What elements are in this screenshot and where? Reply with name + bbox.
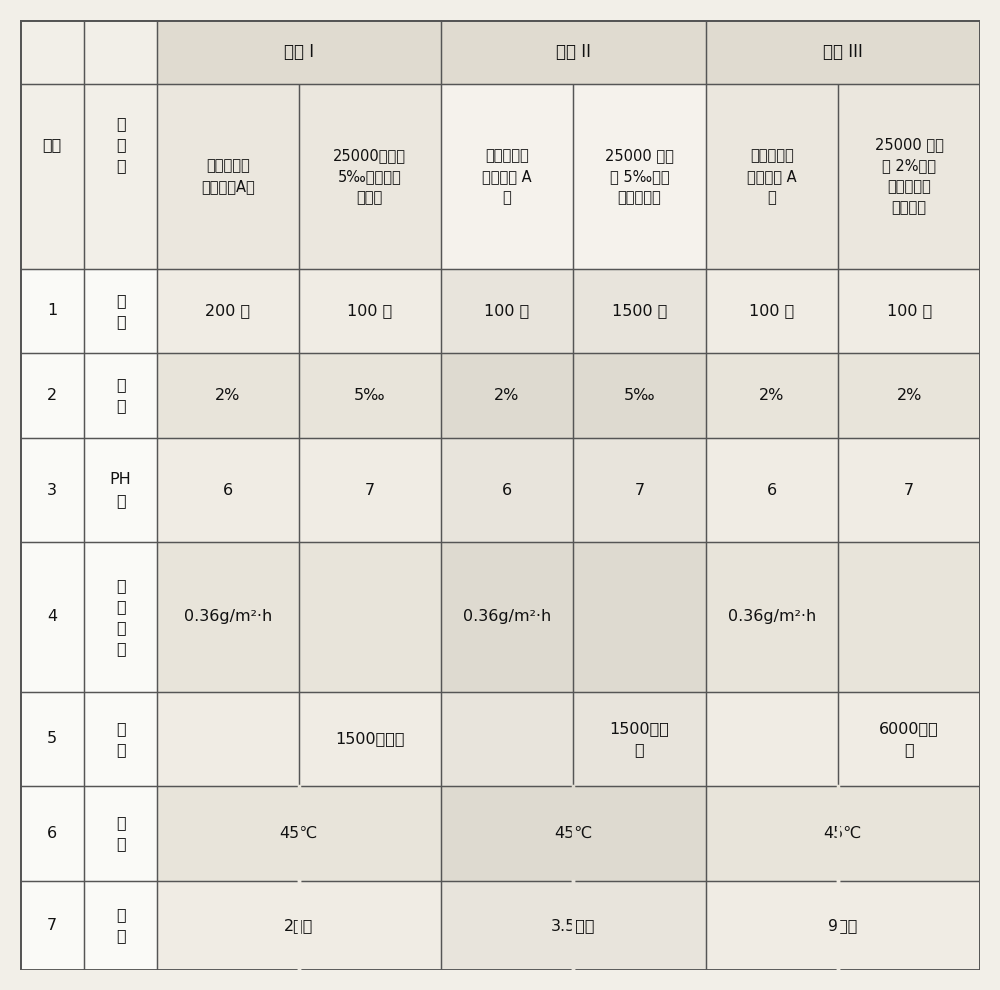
Bar — [441, 353, 706, 438]
Bar — [157, 84, 441, 268]
Bar — [84, 881, 157, 970]
Bar — [441, 268, 706, 353]
Bar — [706, 786, 980, 881]
Text: 5: 5 — [47, 732, 57, 746]
Text: 3.5小时: 3.5小时 — [551, 918, 595, 933]
Bar — [441, 438, 706, 543]
Text: 100 克: 100 克 — [347, 303, 392, 319]
Bar — [706, 268, 980, 353]
Bar — [20, 543, 84, 692]
Bar — [84, 543, 157, 692]
Text: 温
度: 温 度 — [116, 816, 125, 851]
Bar — [706, 692, 980, 786]
Bar — [441, 786, 706, 881]
Text: 重
量: 重 量 — [116, 293, 125, 329]
Text: PH
値: PH 値 — [110, 472, 131, 508]
Text: 6: 6 — [767, 482, 777, 498]
Text: 45℃: 45℃ — [280, 826, 318, 841]
Bar — [20, 881, 84, 970]
Text: 2%: 2% — [494, 388, 520, 403]
Text: 腐
蚀
速
率: 腐 蚀 速 率 — [116, 578, 125, 656]
Text: 3: 3 — [47, 482, 57, 498]
Text: 纳米高效复
合解堵液 A
型: 纳米高效复 合解堵液 A 型 — [482, 148, 532, 205]
Bar — [20, 84, 157, 268]
Text: 5‰: 5‰ — [354, 388, 386, 403]
Text: 参
数
项: 参 数 项 — [116, 116, 125, 172]
Text: 实验 I: 实验 I — [284, 44, 314, 61]
Text: 100 克: 100 克 — [749, 303, 795, 319]
Bar — [20, 786, 84, 881]
Bar — [84, 353, 157, 438]
Bar — [157, 268, 441, 353]
Text: 25000分子量
5‰浓度聚合
物液体: 25000分子量 5‰浓度聚合 物液体 — [333, 148, 406, 205]
Bar — [706, 881, 980, 970]
Bar — [84, 438, 157, 543]
Bar — [706, 353, 980, 438]
Text: 7: 7 — [365, 482, 375, 498]
Bar — [20, 20, 157, 84]
Bar — [441, 881, 706, 970]
Text: 7: 7 — [634, 482, 644, 498]
Text: 0.36g/m²·h: 0.36g/m²·h — [184, 610, 272, 625]
Bar — [157, 353, 441, 438]
Text: 1500毫帕秒: 1500毫帕秒 — [335, 732, 404, 746]
Text: 纳米高效复
合解堵液 A
型: 纳米高效复 合解堵液 A 型 — [747, 148, 797, 205]
Text: 实验 III: 实验 III — [823, 44, 863, 61]
Text: 2%: 2% — [896, 388, 922, 403]
Text: 6: 6 — [502, 482, 512, 498]
Text: 9小时: 9小时 — [828, 918, 858, 933]
Text: 7: 7 — [904, 482, 914, 498]
Bar — [441, 84, 706, 268]
Text: 100 克: 100 克 — [484, 303, 529, 319]
Text: 2: 2 — [47, 388, 57, 403]
Bar — [84, 268, 157, 353]
Text: 实验 II: 实验 II — [556, 44, 591, 61]
Bar — [157, 692, 441, 786]
Text: 2%: 2% — [215, 388, 241, 403]
Bar — [84, 692, 157, 786]
Text: 6000毫帕
秒: 6000毫帕 秒 — [879, 721, 939, 756]
Bar — [20, 438, 84, 543]
Bar — [157, 881, 441, 970]
Text: 0.36g/m²·h: 0.36g/m²·h — [463, 610, 551, 625]
Bar — [157, 438, 441, 543]
Text: 1500毫帕
秒: 1500毫帕 秒 — [609, 721, 669, 756]
Bar — [20, 692, 84, 786]
Text: 浓
度: 浓 度 — [116, 377, 125, 414]
Text: 1500 克: 1500 克 — [612, 303, 667, 319]
Bar — [157, 20, 980, 84]
Bar — [157, 543, 441, 692]
Text: 45℃: 45℃ — [554, 826, 592, 841]
Text: 时
间: 时 间 — [116, 908, 125, 943]
Bar — [84, 786, 157, 881]
Text: 粘
度: 粘 度 — [116, 721, 125, 756]
Bar — [20, 18, 157, 86]
Text: 25000 分子
量 5‰浓度
聚合物液体: 25000 分子 量 5‰浓度 聚合物液体 — [605, 148, 674, 205]
Text: 6: 6 — [223, 482, 233, 498]
Text: 7: 7 — [47, 918, 57, 933]
Text: 序号: 序号 — [42, 137, 62, 151]
Bar — [157, 786, 441, 881]
Text: 1: 1 — [47, 303, 57, 319]
Text: 4: 4 — [47, 610, 57, 625]
Text: 6: 6 — [47, 826, 57, 841]
Text: 2小时: 2小时 — [284, 918, 314, 933]
Text: 45℃: 45℃ — [824, 826, 862, 841]
Text: 2%: 2% — [759, 388, 785, 403]
Bar — [706, 543, 980, 692]
Bar — [441, 692, 706, 786]
Bar — [706, 438, 980, 543]
Text: 0.36g/m²·h: 0.36g/m²·h — [728, 610, 816, 625]
Bar — [706, 84, 980, 268]
Text: 25000 分子
量 2%浓度
聚合物无流
动性胶固: 25000 分子 量 2%浓度 聚合物无流 动性胶固 — [875, 138, 944, 216]
Bar — [20, 353, 84, 438]
Bar — [441, 543, 706, 692]
Bar — [20, 268, 84, 353]
Text: 纳米高效复
合解堵液A型: 纳米高效复 合解堵液A型 — [201, 158, 255, 195]
Text: 100 克: 100 克 — [887, 303, 932, 319]
Text: 200 克: 200 克 — [205, 303, 251, 319]
Text: 5‰: 5‰ — [624, 388, 655, 403]
